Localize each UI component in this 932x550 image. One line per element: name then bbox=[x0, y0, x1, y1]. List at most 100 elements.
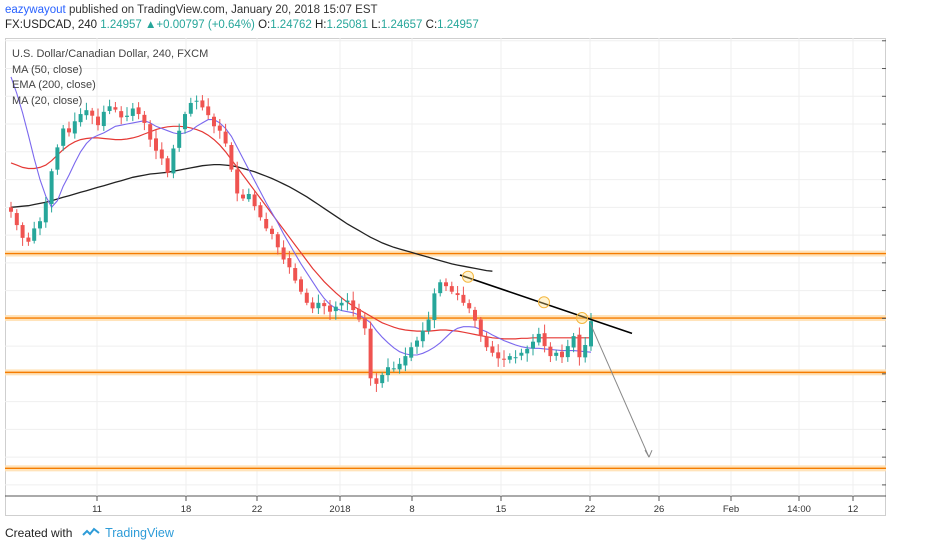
candle-body bbox=[403, 356, 408, 366]
close-label: C: bbox=[425, 19, 438, 31]
price-axis[interactable]: 1.300001.295001.290001.285001.280001.275… bbox=[882, 38, 886, 491]
time-axis[interactable]: 11 18 22 2018 8 15 22 26 Feb 14:00 12 bbox=[92, 496, 858, 515]
candle-body bbox=[368, 328, 373, 379]
legend-ma20[interactable]: MA (20, close) bbox=[12, 94, 83, 107]
candle-body bbox=[171, 148, 176, 174]
touch-marker bbox=[576, 312, 588, 325]
candle-body bbox=[101, 111, 106, 127]
time-tick-label: 22 bbox=[252, 504, 263, 515]
candle-body bbox=[420, 330, 425, 342]
candle-body bbox=[339, 302, 344, 306]
candle-body bbox=[304, 292, 309, 303]
legend-ma50[interactable]: MA (50, close) bbox=[12, 63, 83, 76]
candle-body bbox=[333, 306, 338, 312]
candle-body bbox=[9, 207, 13, 212]
candle-body bbox=[589, 321, 593, 347]
candle-body bbox=[583, 344, 588, 358]
candle-body bbox=[507, 356, 512, 360]
candle-body bbox=[560, 351, 564, 358]
candle-body bbox=[449, 286, 454, 292]
candle-body bbox=[467, 303, 472, 309]
ma20-line bbox=[10, 76, 592, 356]
author-link[interactable]: eazywayout bbox=[5, 4, 66, 16]
drawings[interactable] bbox=[459, 270, 653, 458]
candle-body bbox=[194, 100, 199, 102]
candle-body bbox=[444, 282, 448, 287]
candle-body bbox=[281, 247, 286, 260]
legend-title: U.S. Dollar/Canadian Dollar, 240, FXCM bbox=[12, 48, 209, 60]
touch-marker bbox=[462, 270, 474, 283]
ema200-line bbox=[10, 163, 493, 272]
tradingview-brand[interactable]: TradingView bbox=[105, 526, 174, 540]
candle-body bbox=[90, 110, 95, 116]
price-chart[interactable]: 1.300001.295001.290001.285001.280001.275… bbox=[5, 38, 886, 516]
candle-body bbox=[310, 302, 315, 309]
candle-body bbox=[217, 125, 222, 131]
time-tick-label: 15 bbox=[496, 504, 507, 515]
candle-body bbox=[67, 128, 71, 133]
candle-body bbox=[32, 228, 37, 241]
candle-body bbox=[212, 116, 216, 127]
candle-body bbox=[130, 108, 135, 116]
high-value: 1.25081 bbox=[326, 19, 369, 31]
candle-body bbox=[513, 357, 518, 359]
candle-body bbox=[531, 341, 535, 349]
time-tick-label: 11 bbox=[92, 504, 102, 515]
time-tick-label: 14:00 bbox=[787, 504, 811, 515]
legend-ema200[interactable]: EMA (200, close) bbox=[12, 79, 96, 91]
candle-body bbox=[258, 205, 263, 218]
candle-body bbox=[502, 358, 506, 360]
candle-body bbox=[136, 107, 141, 115]
candle-body bbox=[548, 346, 553, 357]
time-tick-label: 12 bbox=[848, 504, 859, 515]
trendline bbox=[459, 274, 633, 335]
candle-body bbox=[287, 258, 292, 268]
low-label: L: bbox=[371, 19, 381, 31]
open-value: 1.24762 bbox=[270, 19, 312, 31]
candle-body bbox=[316, 302, 321, 309]
projection-arrowhead-icon bbox=[644, 449, 653, 458]
candle-body bbox=[148, 124, 153, 140]
chart-legend: U.S. Dollar/Canadian Dollar, 240, FXCM M… bbox=[12, 47, 208, 109]
candle-body bbox=[206, 106, 211, 116]
candle-body bbox=[391, 368, 396, 370]
candle-body bbox=[432, 293, 437, 320]
candle-body bbox=[386, 367, 390, 376]
candle-body bbox=[322, 303, 327, 307]
candle-body bbox=[165, 158, 170, 173]
time-tick-label: 2018 bbox=[329, 504, 350, 515]
candle-body bbox=[229, 145, 234, 170]
candle-body bbox=[461, 294, 466, 303]
up-arrow-icon: ▲ bbox=[145, 19, 157, 31]
candle-body bbox=[484, 336, 489, 348]
candle-body bbox=[223, 131, 228, 144]
candle-body bbox=[113, 107, 118, 110]
candle-body bbox=[43, 202, 48, 223]
candle-body bbox=[26, 237, 31, 242]
candle-body bbox=[536, 333, 541, 343]
horizontal-levels[interactable] bbox=[5, 250, 886, 472]
high-label: H: bbox=[315, 19, 327, 31]
candle-body bbox=[473, 309, 477, 321]
time-tick-label: 26 bbox=[654, 504, 665, 515]
candle-body bbox=[380, 374, 385, 384]
candle-body bbox=[415, 340, 419, 347]
time-tick-label: 8 bbox=[409, 504, 414, 515]
ma50-line bbox=[10, 125, 591, 340]
candle-body bbox=[84, 110, 89, 116]
candle-body bbox=[525, 348, 530, 354]
candle-body bbox=[345, 300, 350, 303]
symbol-label: FX:USDCAD, 240 bbox=[5, 19, 98, 31]
low-value: 1.24657 bbox=[380, 19, 423, 31]
candle-body bbox=[55, 147, 60, 170]
candle-body bbox=[78, 114, 83, 123]
candle-body bbox=[14, 213, 19, 226]
candle-body bbox=[455, 293, 460, 296]
time-tick-label: 22 bbox=[585, 504, 596, 515]
touch-marker bbox=[538, 296, 550, 309]
publish-info: eazywayout published on TradingView.com,… bbox=[5, 4, 378, 16]
candle-body bbox=[293, 268, 298, 281]
candle-body bbox=[328, 305, 332, 312]
footer: Created with TradingView bbox=[5, 526, 174, 541]
candle-body bbox=[188, 102, 193, 114]
